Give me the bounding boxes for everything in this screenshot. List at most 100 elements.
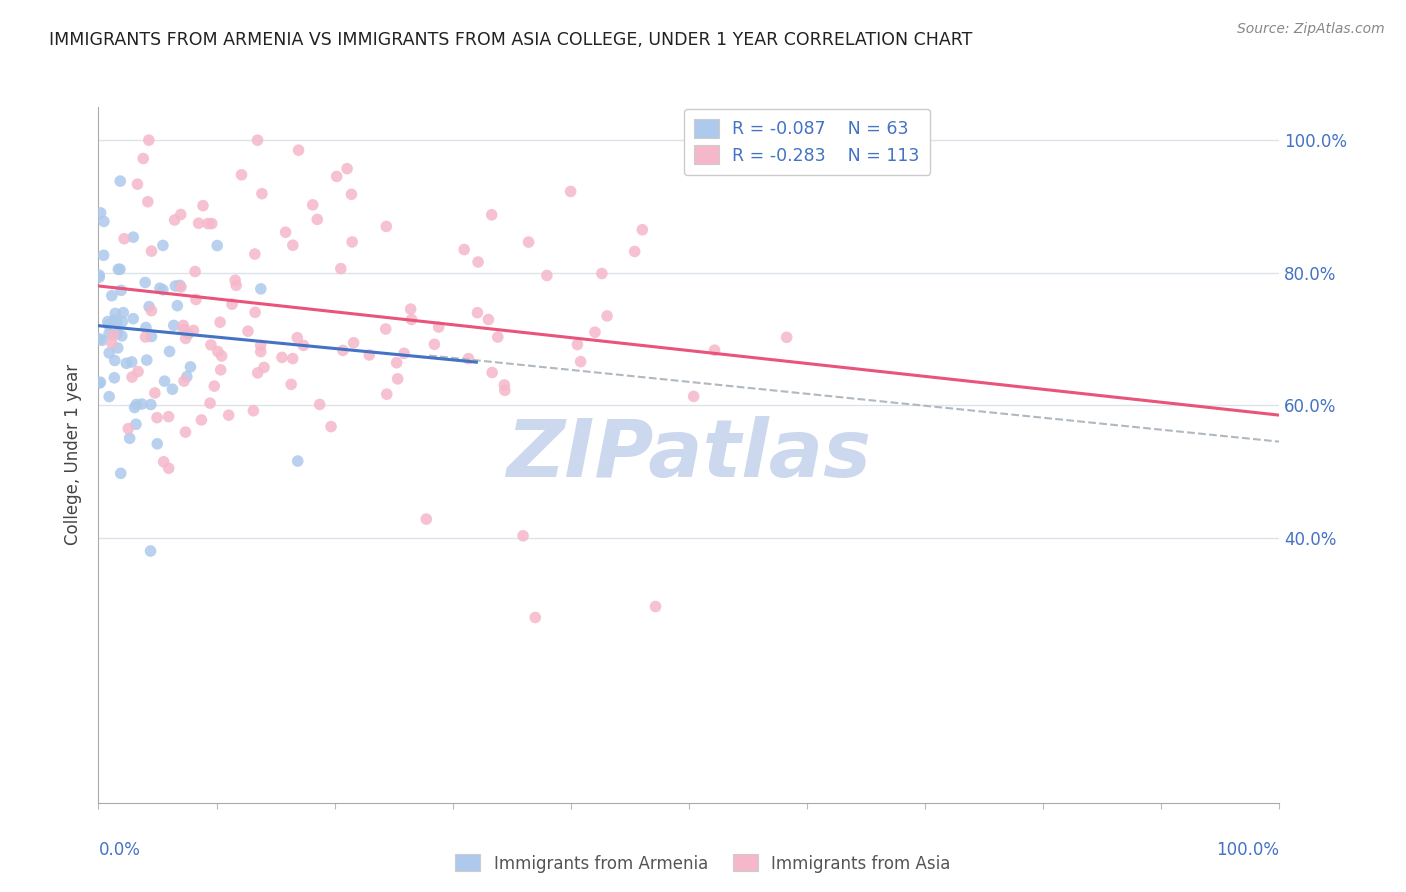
Point (644, 599, 666, 614)
Point (103, 313, 125, 327)
Point (486, 330, 509, 344)
Point (591, 267, 613, 281)
Point (281, 238, 304, 252)
Legend: Immigrants from Armenia, Immigrants from Asia: Immigrants from Armenia, Immigrants from… (449, 847, 957, 880)
Point (224, 273, 246, 287)
Point (242, 403, 264, 417)
Point (477, 312, 499, 326)
Point (107, 262, 129, 277)
Point (111, 329, 134, 343)
Point (176, 369, 198, 384)
Point (97, 315, 120, 329)
Point (97, 318, 120, 332)
Point (157, 409, 180, 424)
Point (174, 331, 197, 345)
Point (703, 343, 725, 358)
Point (221, 297, 243, 311)
Point (319, 419, 342, 434)
Point (207, 344, 229, 359)
Point (162, 382, 184, 396)
Point (776, 330, 799, 344)
Point (231, 168, 253, 182)
Point (134, 330, 156, 344)
Point (209, 363, 232, 377)
Point (112, 305, 135, 319)
Point (184, 293, 207, 307)
Point (274, 225, 297, 239)
Point (682, 389, 704, 403)
Point (415, 512, 437, 526)
Point (211, 349, 233, 363)
Point (163, 213, 186, 227)
Point (166, 299, 188, 313)
Point (201, 217, 224, 231)
Point (134, 276, 156, 290)
Point (271, 351, 294, 365)
Point (89, 270, 111, 285)
Point (93, 214, 115, 228)
Point (374, 322, 396, 336)
Point (243, 305, 266, 319)
Point (90, 206, 112, 220)
Point (124, 401, 146, 415)
Point (117, 422, 139, 436)
Point (427, 320, 450, 334)
Point (332, 343, 354, 358)
Point (536, 268, 558, 283)
Point (197, 217, 219, 231)
Point (146, 410, 169, 425)
Point (246, 133, 269, 147)
Point (307, 212, 329, 227)
Point (89, 376, 111, 390)
Point (91, 334, 114, 348)
Point (125, 397, 148, 411)
Point (325, 169, 347, 184)
Point (93, 248, 115, 262)
Point (153, 374, 176, 388)
Point (170, 280, 193, 294)
Point (139, 398, 162, 412)
Point (399, 302, 422, 317)
Point (141, 329, 163, 343)
Point (98, 346, 121, 360)
Point (132, 152, 155, 166)
Point (131, 397, 153, 411)
Point (170, 207, 193, 221)
Point (98, 390, 121, 404)
Point (112, 232, 135, 246)
Y-axis label: College, Under 1 year: College, Under 1 year (65, 364, 83, 546)
Point (163, 318, 186, 333)
Point (104, 306, 127, 320)
Point (122, 230, 145, 244)
Text: 100.0%: 100.0% (1216, 841, 1279, 859)
Point (187, 216, 209, 230)
Point (467, 306, 489, 320)
Point (249, 344, 271, 359)
Point (135, 320, 157, 334)
Point (179, 359, 201, 374)
Point (423, 337, 446, 351)
Point (121, 355, 143, 369)
Point (121, 370, 143, 384)
Point (152, 238, 174, 252)
Point (103, 328, 125, 343)
Point (136, 194, 159, 209)
Point (560, 185, 582, 199)
Point (246, 366, 269, 380)
Point (122, 311, 145, 326)
Point (569, 354, 592, 368)
Point (457, 351, 479, 366)
Point (359, 348, 381, 362)
Text: Source: ZipAtlas.com: Source: ZipAtlas.com (1237, 22, 1385, 37)
Point (172, 318, 194, 333)
Point (343, 335, 366, 350)
Point (108, 262, 131, 277)
Point (89, 376, 111, 390)
Point (103, 371, 125, 385)
Point (139, 544, 162, 558)
Point (205, 238, 228, 252)
Point (392, 346, 415, 360)
Point (105, 314, 128, 328)
Point (249, 282, 271, 296)
Point (281, 351, 304, 366)
